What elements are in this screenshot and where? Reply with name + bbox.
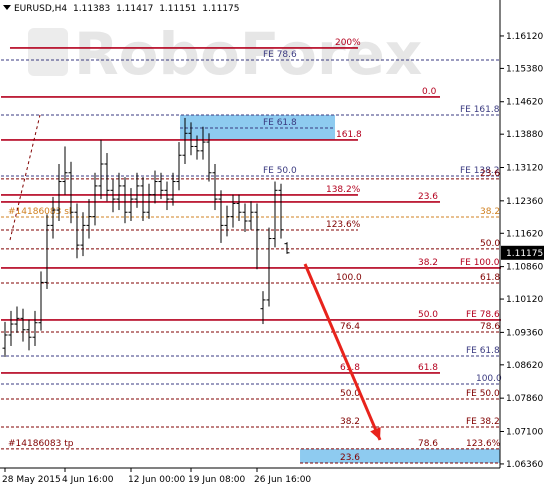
fib-label: 123.6% (326, 220, 361, 230)
watermark-logo (28, 28, 68, 76)
menu-triangle[interactable] (3, 5, 11, 10)
fib-label: #14186083 sl (8, 207, 71, 217)
fib-label: FE 61.8 (466, 346, 500, 356)
fib-label: 23.6 (340, 453, 360, 463)
fib-label: FE 50.0 (263, 166, 297, 176)
header-text: EURUSD,H4 1.11383 1.11417 1.11151 1.1117… (14, 4, 240, 14)
fib-label: 61.8 (480, 273, 500, 283)
fib-label: FE 61.8 (263, 118, 297, 128)
fib-label: FE 78.6 (263, 50, 297, 60)
x-tick-label: 26 Jun 16:00 (254, 475, 311, 485)
fib-label: 100.0 (336, 273, 362, 283)
fib-label: 0.0 (422, 87, 437, 97)
y-tick-label: 1.12360 (506, 197, 543, 207)
header-low: 1.11151 (159, 4, 196, 14)
y-tick-label: 1.06360 (506, 460, 543, 470)
symbol: EURUSD,H4 (14, 4, 67, 14)
header-high: 1.11417 (116, 4, 153, 14)
y-tick-label: 1.07860 (506, 394, 543, 404)
watermark-text: RoboForex (74, 20, 422, 88)
current-price-box (501, 245, 544, 260)
fib-label: 78.6 (480, 322, 500, 332)
header: EURUSD,H4 1.11383 1.11417 1.11151 1.1117… (3, 4, 240, 14)
y-tick-label: 1.08620 (506, 361, 543, 371)
x-tick-label: 12 Jun 00:00 (128, 475, 185, 485)
fib-label: 138.2% (326, 185, 361, 195)
fib-label: 61.8 (418, 363, 438, 373)
fib-label: 23.6 (418, 192, 438, 202)
y-tick-label: 1.14620 (506, 98, 543, 108)
header-close: 1.11175 (202, 4, 239, 14)
x-tick-label: 19 Jun 08:00 (188, 475, 245, 485)
fib-label: 50.0 (418, 310, 438, 320)
fib-label: FE 138.2 (460, 166, 500, 176)
y-tick-label: 1.13880 (506, 130, 543, 140)
target-zone (300, 448, 500, 463)
fib-label: 123.6% (466, 439, 501, 449)
y-tick-label: 1.10860 (506, 263, 543, 273)
fib-label: FE 100.0 (460, 258, 500, 268)
fib-label: 50.0 (340, 389, 360, 399)
y-tick-label: 1.11620 (506, 229, 543, 239)
fib-label: 200% (335, 38, 361, 48)
fib-label: 78.6 (418, 439, 438, 449)
fib-label: 50.0 (480, 239, 500, 249)
y-tick-label: 1.15380 (506, 64, 543, 74)
fib-label: 38.2 (480, 207, 500, 217)
watermark: RoboForex (28, 20, 422, 88)
y-tick-label: 1.16120 (506, 32, 543, 42)
current-price-label: 1.11175 (506, 249, 543, 259)
header-open: 1.11383 (73, 4, 110, 14)
fib-label: 23.6 (480, 169, 500, 179)
y-tick-label: 1.09360 (506, 328, 543, 338)
y-tick-label: 1.10120 (506, 295, 543, 305)
arrow-shaft (303, 263, 382, 441)
fib-label: FE 50.0 (466, 389, 500, 399)
fib-label: 161.8 (336, 130, 362, 140)
fib-label: 76.4 (340, 322, 360, 332)
fib-label: 38.2 (418, 258, 438, 268)
fib-label: FE 38.2 (466, 417, 500, 427)
x-tick-label: 4 Jun 16:00 (62, 475, 114, 485)
y-tick-label: 1.07100 (506, 427, 543, 437)
arrow-head (370, 426, 381, 440)
fib-label: 38.2 (340, 417, 360, 427)
y-tick-label: 1.13120 (506, 164, 543, 174)
fib-label: #14186083 tp (8, 439, 74, 449)
x-tick-label: 28 May 2015 (2, 475, 61, 485)
fib-label: 100.0 (476, 374, 502, 384)
fib-label: FE 161.8 (460, 105, 500, 115)
fib-label: FE 78.6 (466, 310, 500, 320)
